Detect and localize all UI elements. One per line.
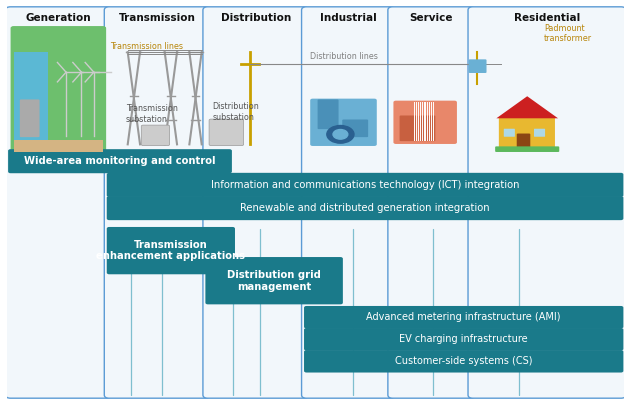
Text: Distribution: Distribution [220, 13, 291, 23]
Text: Padmount
transformer: Padmount transformer [544, 24, 592, 43]
FancyBboxPatch shape [388, 7, 475, 398]
Text: Generation: Generation [26, 13, 91, 23]
FancyBboxPatch shape [107, 227, 235, 274]
FancyBboxPatch shape [107, 173, 623, 197]
Text: Residential: Residential [514, 13, 580, 23]
FancyBboxPatch shape [304, 306, 623, 328]
FancyBboxPatch shape [6, 7, 111, 398]
Text: Transmission: Transmission [119, 13, 195, 23]
FancyBboxPatch shape [499, 117, 555, 150]
Text: Transmission
substation: Transmission substation [126, 104, 178, 124]
FancyBboxPatch shape [534, 129, 545, 137]
FancyBboxPatch shape [419, 115, 436, 141]
FancyBboxPatch shape [8, 149, 232, 173]
FancyBboxPatch shape [495, 146, 559, 152]
Text: Information and communications technology (ICT) integration: Information and communications technolog… [211, 180, 519, 190]
FancyBboxPatch shape [304, 328, 623, 350]
Polygon shape [496, 96, 558, 118]
FancyBboxPatch shape [11, 26, 106, 154]
FancyBboxPatch shape [203, 7, 308, 398]
FancyBboxPatch shape [141, 125, 170, 146]
Text: Transmission lines: Transmission lines [110, 42, 183, 51]
Text: Distribution
substation: Distribution substation [212, 102, 259, 122]
FancyBboxPatch shape [104, 7, 210, 398]
Text: Advanced metering infrastructure (AMI): Advanced metering infrastructure (AMI) [366, 312, 561, 322]
FancyBboxPatch shape [504, 129, 515, 137]
FancyBboxPatch shape [342, 119, 368, 137]
Circle shape [333, 130, 348, 139]
Text: EV charging infrastructure: EV charging infrastructure [399, 334, 528, 344]
Text: Transmission
enhancement applications: Transmission enhancement applications [96, 240, 245, 261]
Text: Distribution lines: Distribution lines [310, 52, 378, 61]
FancyBboxPatch shape [310, 99, 377, 146]
Text: Distribution grid
management: Distribution grid management [227, 270, 321, 292]
FancyBboxPatch shape [20, 99, 39, 137]
Text: Industrial: Industrial [319, 13, 376, 23]
Text: Customer-side systems (CS): Customer-side systems (CS) [395, 356, 532, 366]
FancyBboxPatch shape [469, 59, 487, 73]
FancyBboxPatch shape [517, 134, 530, 149]
FancyBboxPatch shape [318, 99, 339, 129]
Text: Wide-area monitoring and control: Wide-area monitoring and control [24, 156, 216, 166]
Polygon shape [14, 52, 47, 152]
FancyBboxPatch shape [209, 119, 243, 146]
Text: Service: Service [409, 13, 453, 23]
FancyBboxPatch shape [468, 7, 624, 398]
FancyBboxPatch shape [301, 7, 394, 398]
Text: Renewable and distributed generation integration: Renewable and distributed generation int… [240, 203, 490, 213]
Polygon shape [14, 140, 103, 152]
Circle shape [327, 126, 354, 143]
FancyBboxPatch shape [393, 101, 457, 144]
FancyBboxPatch shape [399, 115, 417, 141]
FancyBboxPatch shape [107, 196, 623, 220]
FancyBboxPatch shape [304, 350, 623, 373]
FancyBboxPatch shape [205, 257, 343, 304]
